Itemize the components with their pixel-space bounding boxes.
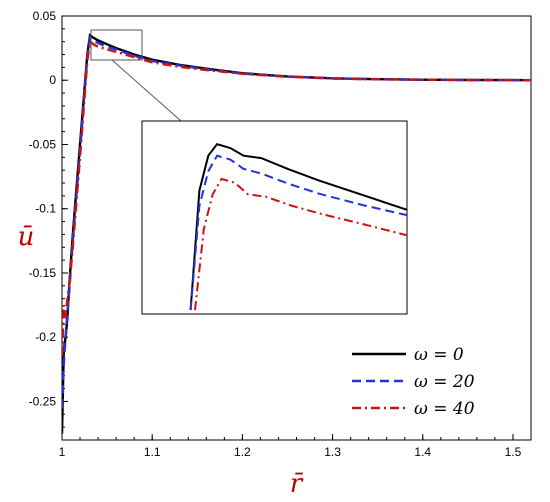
axis-ticks: 1 1.1 1.2 1.3 1.4 1.5 0.05 0 -0.05 -0.1 -0.15 -0.2 -… [29,9,522,459]
series-lines [62,33,531,434]
y-tick-label: -0.05 [29,137,57,151]
x-tick-label: 1.2 [234,445,251,459]
y-tick-label: 0.05 [33,9,57,23]
inset-line-2 [194,177,407,311]
y-tick-label: -0.25 [29,394,57,408]
series-line-2 [62,39,531,357]
x-axis-label: r̄ [290,469,304,499]
zoom-box [90,29,143,61]
y-tick-label: -0.2 [35,330,56,344]
legend-label-2: ω = 40 [414,399,475,419]
legend: ω = 0 ω = 20 ω = 40 [352,345,475,419]
x-tick-label: 1.1 [144,445,161,459]
x-tick-label: 1.3 [324,445,341,459]
x-tick-label: 1.5 [505,445,522,459]
legend-label-1: ω = 20 [414,372,475,392]
legend-label-0: ω = 0 [414,345,464,365]
y-tick-label: -0.1 [35,202,56,216]
y-tick-label: 0 [49,73,56,87]
y-tick-label: -0.15 [29,266,57,280]
inset-line-0 [189,143,407,311]
inset-panel [141,120,408,315]
x-tick-label: 1 [59,445,66,459]
x-tick-label: 1.4 [414,445,431,459]
inset-line-1 [189,154,407,311]
zoom-connector [111,59,182,122]
inset-series-lines [189,143,407,311]
y-axis-label: ū [18,222,35,252]
